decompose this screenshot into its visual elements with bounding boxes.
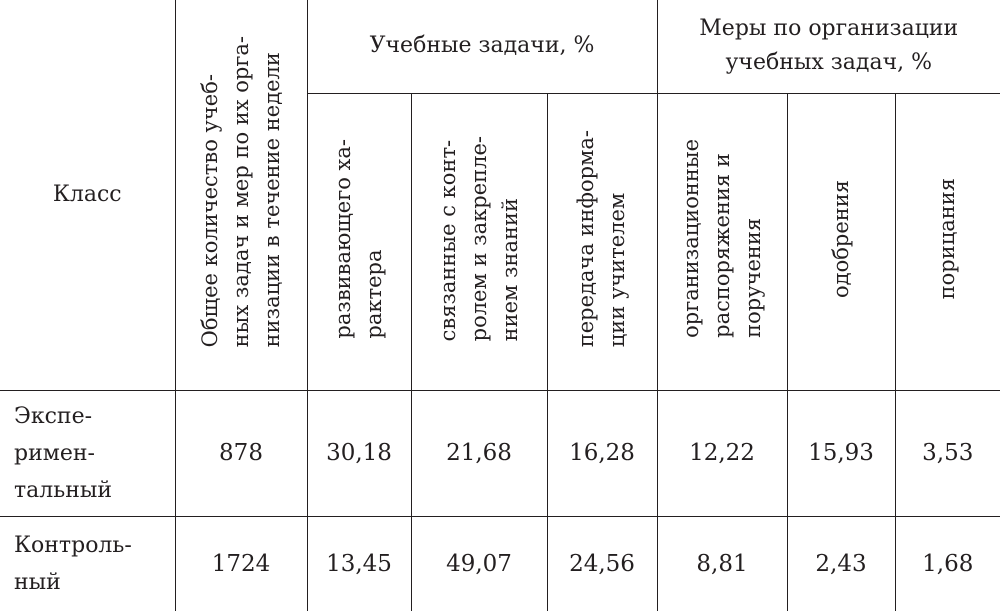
row-label-experimental: Экспе- римен- тальный: [0, 389, 176, 517]
header-sub-measure-3-label: порицания: [935, 177, 960, 300]
row-total: 1724: [174, 515, 308, 611]
header-group-tasks-label: Учебные задачи, %: [369, 33, 595, 59]
header-sub-measure-2: одобрения: [786, 92, 896, 391]
table-cell: 21,68: [410, 389, 548, 517]
row-total: 878: [174, 389, 308, 517]
table-cell: 13,45: [306, 515, 412, 611]
header-sub-measure-1: организационные распоряжения и поручения: [656, 92, 788, 391]
header-sub-task-1: развивающего ха- рактера: [307, 92, 412, 391]
table-cell: 1,68: [894, 515, 1000, 611]
row-label-control: Контроль- ный: [0, 515, 176, 611]
header-row-top: Класс Общее количество учеб- ных задач и…: [0, 0, 1000, 391]
table-cell: 30,18: [306, 389, 412, 517]
header-sub-measure-3: порицания: [894, 92, 1000, 391]
table-cell: 3,53: [894, 389, 1000, 517]
header-group-tasks: Учебные задачи, %: [306, 0, 658, 94]
header-sub-task-2: связанные с конт- ролем и закрепле- нием…: [410, 92, 548, 391]
table-cell: 12,22: [656, 389, 788, 517]
header-total-label: Общее количество учеб- ных задач и мер п…: [197, 36, 284, 348]
table-row: Контроль- ный 1724 13,45 49,07 24,56 8,8…: [0, 515, 1000, 611]
header-sub-task-3-label: передача информа- ции учителем: [574, 129, 629, 348]
table-cell: 24,56: [546, 515, 658, 611]
header-sub-measure-2-label: одобрения: [828, 179, 853, 298]
table-cell: 15,93: [786, 389, 896, 517]
header-group-measures: Меры по организации учебных задач, %: [656, 0, 1000, 94]
header-total: Общее количество учеб- ных задач и мер п…: [174, 0, 308, 391]
table-row: Экспе- римен- тальный 878 30,18 21,68 16…: [0, 389, 1000, 517]
table-cell: 8,81: [656, 515, 788, 611]
table-cell: 16,28: [546, 389, 658, 517]
table-cell: 49,07: [410, 515, 548, 611]
header-row-sub: развивающего ха- рактера связанные с кон…: [0, 92, 1000, 391]
header-sub-task-2-label: связанные с конт- ролем и закрепле- нием…: [435, 135, 522, 342]
header-sub-task-1-label: развивающего ха- рактера: [331, 138, 386, 339]
table-cell: 2,43: [786, 515, 896, 611]
header-sub-task-3: передача информа- ции учителем: [546, 92, 658, 391]
header-class-label: Класс: [52, 182, 122, 208]
header-class: Класс: [0, 0, 176, 391]
header-sub-measure-1-label: организационные распоряжения и поручения: [678, 139, 765, 338]
header-group-measures-label: Меры по организации учебных задач, %: [699, 16, 959, 76]
